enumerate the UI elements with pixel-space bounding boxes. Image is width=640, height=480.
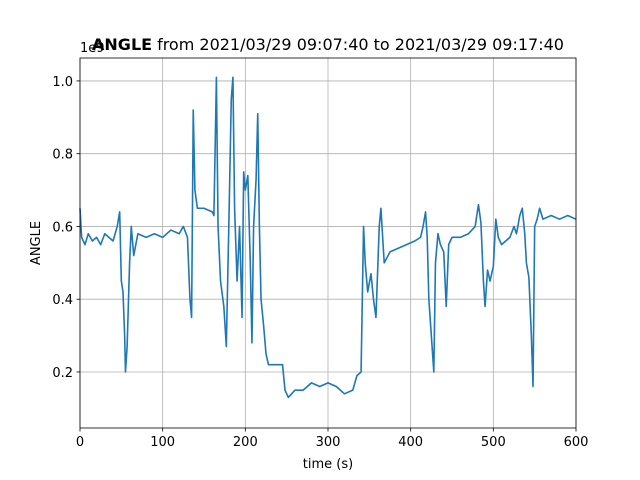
x-tick-label: 500: [481, 435, 506, 450]
y-tick-label: 0.8: [52, 148, 73, 163]
y-tick-label: 1.0: [52, 75, 73, 90]
chart-title: ANGLE from 2021/03/29 09:07:40 to 2021/03…: [92, 35, 564, 54]
x-tick-label: 100: [150, 435, 175, 450]
data-line: [79, 76, 577, 399]
title-text: from 2021/03/29 09:07:40 to 2021/03/29 0…: [157, 35, 564, 54]
x-axis-label: time (s): [303, 457, 353, 472]
plot-frame: [79, 57, 577, 429]
x-tick-label: 0: [76, 435, 84, 450]
y-tick-label: 0.6: [52, 220, 73, 235]
title-name: ANGLE: [92, 35, 152, 54]
y-tick-label: 0.2: [52, 366, 73, 381]
y-tick-label: 0.4: [52, 293, 73, 308]
x-tick-label: 400: [398, 435, 423, 450]
x-tick-label: 600: [564, 435, 589, 450]
x-tick-label: 200: [233, 435, 258, 450]
offset-label: 1e9: [80, 41, 105, 56]
y-axis-label: ANGLE: [29, 221, 44, 265]
x-tick-label: 300: [316, 435, 341, 450]
